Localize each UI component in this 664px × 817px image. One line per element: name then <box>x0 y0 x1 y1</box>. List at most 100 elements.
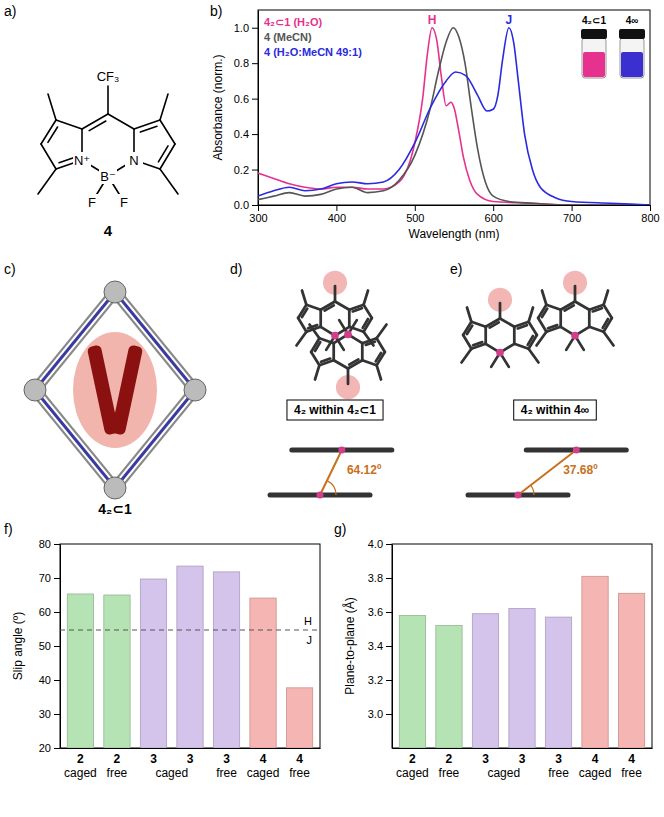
category-label: free <box>439 766 460 780</box>
bond <box>462 349 472 363</box>
tick-label: 3.4 <box>368 640 383 652</box>
tick-mark <box>386 680 392 681</box>
tick: 0.2 <box>234 164 258 176</box>
plane-top <box>526 448 626 453</box>
category-group-label: caged <box>155 766 188 780</box>
tick: 20 <box>39 742 60 754</box>
centroid <box>573 447 580 454</box>
tick: 3.6 <box>368 606 392 618</box>
atom-label: F <box>120 195 128 210</box>
atom-mask <box>93 68 123 84</box>
axis-line <box>259 205 651 206</box>
tick: 500 <box>406 205 424 224</box>
double-bond <box>48 127 58 142</box>
bond <box>463 322 471 335</box>
x-axis <box>61 748 321 749</box>
tick-mark <box>54 714 60 715</box>
figure: a)b)c)d)e)f)g)CF₃N⁺B⁻FFN4300400500600700… <box>0 0 664 817</box>
tick-label: 70 <box>39 572 51 584</box>
double-bond <box>140 126 157 132</box>
x-axis: 300400500600700800 <box>249 205 659 224</box>
double-bond <box>363 319 368 328</box>
tick-label: 0.2 <box>234 164 249 176</box>
bond <box>348 310 351 327</box>
dimer-label: 4₂ within 4₂⊂1 <box>294 403 376 417</box>
bond <box>160 94 168 120</box>
category-label: 3 <box>187 752 194 766</box>
tick: 0.8 <box>234 57 258 69</box>
tick: 400 <box>328 205 346 224</box>
bar <box>509 609 535 748</box>
double-bond <box>593 308 602 311</box>
tick: 0.4 <box>234 128 258 140</box>
bond <box>588 310 591 327</box>
tick-label: 3.0 <box>368 708 383 720</box>
spectrum-chart: 3004005006007008000.00.20.40.60.81.0Wave… <box>211 10 660 241</box>
threshold-line <box>60 629 320 630</box>
panel-label: a) <box>4 3 16 19</box>
panel-label: c) <box>4 261 16 277</box>
plane-bottom <box>468 493 568 498</box>
bond <box>537 332 547 346</box>
tick: 80 <box>39 538 60 550</box>
tick: 3.4 <box>368 640 392 652</box>
tick-mark <box>54 544 60 545</box>
category-group-label: caged <box>487 766 520 780</box>
y-axis: 3.0 3.2 3.4 3.6 3.8 4.0 <box>368 538 393 748</box>
bond <box>48 94 56 120</box>
bond <box>467 308 471 322</box>
bond <box>334 286 337 301</box>
tick-label: 0.0 <box>234 199 249 211</box>
angle-label: 64.12º <box>347 463 382 477</box>
tick-label: 0.4 <box>234 128 249 140</box>
bond <box>575 302 589 310</box>
axis-line <box>258 11 259 206</box>
tick: 3.2 <box>368 674 392 686</box>
spectrum-line <box>258 28 650 205</box>
vial-label: 4₂⊂1 <box>582 15 606 26</box>
dimer-panel: 4₂ within 4∞37.68º <box>462 271 627 499</box>
bar <box>177 566 203 748</box>
bond <box>377 338 385 352</box>
category-label: 2 <box>77 752 84 766</box>
tick-mark <box>54 612 60 613</box>
tick-label: 30 <box>39 708 51 720</box>
bond <box>377 365 381 379</box>
bond <box>107 86 109 114</box>
tick-mark <box>258 205 259 211</box>
bond <box>604 332 614 346</box>
angle-arc <box>327 481 336 495</box>
atom-mask <box>73 152 91 168</box>
label-box <box>287 400 383 420</box>
tick: 60 <box>39 606 60 618</box>
bond <box>160 120 175 144</box>
tick: 800 <box>641 205 659 224</box>
bond <box>364 305 372 318</box>
category-label: 2 <box>114 752 121 766</box>
atom-label: B⁻ <box>100 169 116 184</box>
tick: 4.0 <box>368 538 392 550</box>
y-axis-title: Plane-to-plane (Å) <box>342 597 357 694</box>
bar <box>104 595 130 748</box>
bond <box>361 343 364 360</box>
tick: 700 <box>563 205 581 224</box>
peak-label: J <box>506 13 513 27</box>
double-bond <box>366 342 375 345</box>
angle-label: 37.68º <box>563 463 598 477</box>
tick: 3.0 <box>368 708 392 720</box>
bond <box>298 318 306 332</box>
plot-frame <box>60 544 320 748</box>
double-bond <box>565 305 574 310</box>
bond <box>529 349 539 363</box>
tick-label: 800 <box>641 212 659 224</box>
spectrum-line <box>258 28 650 205</box>
tick-mark <box>252 205 258 206</box>
vial-label: 4∞ <box>626 15 639 26</box>
plane-top <box>292 448 392 453</box>
atom-label: CF₃ <box>97 69 120 84</box>
tick-label: 3.8 <box>368 572 383 584</box>
tick: 70 <box>39 572 60 584</box>
tick-label: 500 <box>406 212 424 224</box>
boron <box>331 332 339 340</box>
tick-mark <box>54 748 60 749</box>
